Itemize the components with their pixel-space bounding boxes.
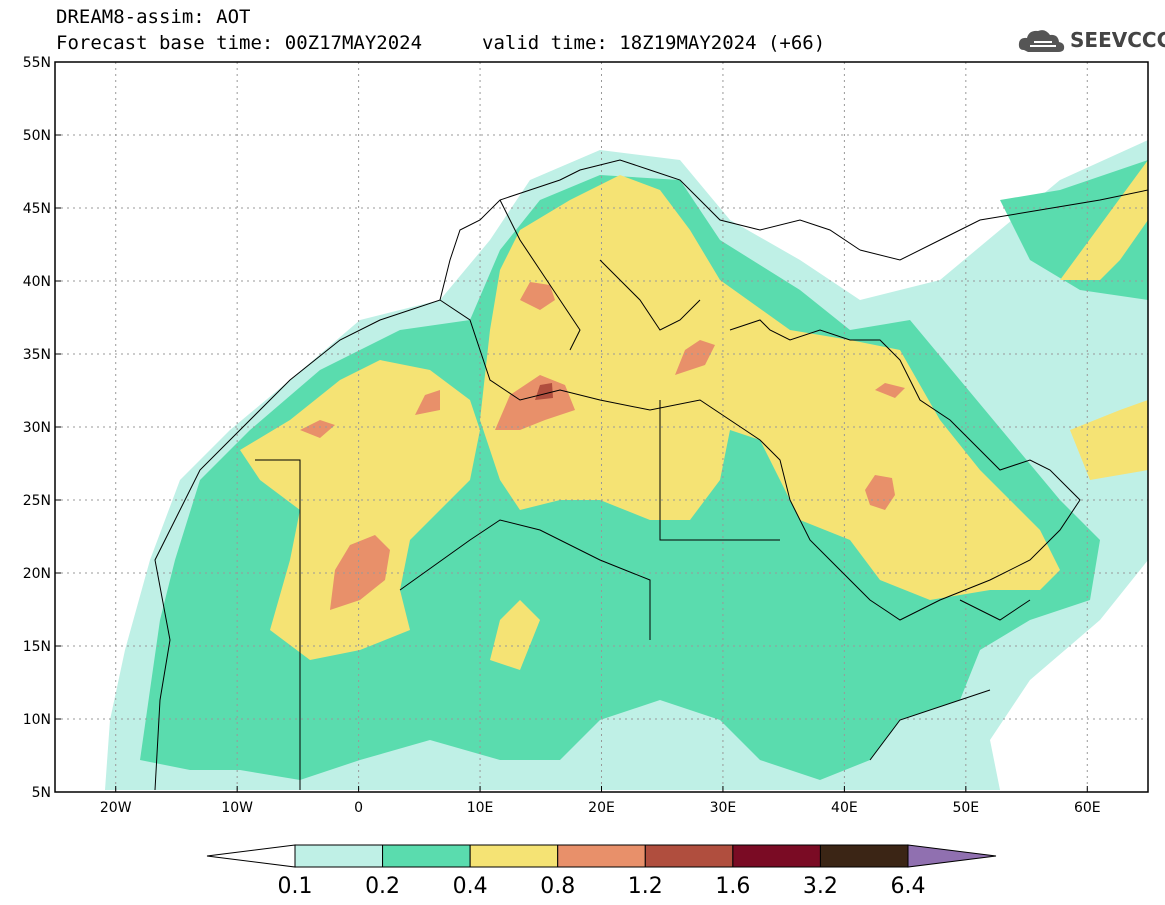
colorbar-label: 6.4 (891, 874, 926, 899)
lat-tick-label: 30N (23, 420, 51, 436)
colorbar: 0.1 0.2 0.4 0.8 1.2 1.6 3.2 6.4 (206, 844, 997, 899)
colorbar-swatch (644, 844, 734, 868)
lon-tick-label: 10W (221, 800, 253, 816)
colorbar-label: 0.1 (278, 874, 313, 899)
cloud-icon (1018, 30, 1065, 52)
lat-tick-label: 5N (32, 785, 51, 801)
lon-tick-label: 0 (354, 800, 363, 816)
lat-tick-label: 50N (23, 128, 51, 144)
aot-field (105, 140, 1148, 790)
lon-tick-label: 40E (831, 800, 858, 816)
colorbar-label: 1.2 (628, 874, 663, 899)
lon-tick-label: 30E (710, 800, 737, 816)
axis-ticks: 20W 10W 0 10E 20E 30E 40E 50E 60E 55N 50N 45N 40N 35N… (23, 55, 1101, 816)
colorbar-swatch (382, 844, 471, 868)
coastlines (154, 159, 1148, 791)
aot-contour-0.4-west (490, 600, 540, 670)
colorbar-swatch (557, 844, 646, 868)
colorbar-label: 1.6 (715, 874, 750, 899)
lat-tick-label: 25N (23, 493, 51, 509)
forecast-base-time: Forecast base time: 00Z17MAY2024 (56, 32, 423, 54)
colorbar-under-triangle (206, 844, 296, 868)
colorbar-label: 0.2 (365, 874, 400, 899)
seevccc-logo: SEEVCCC (1070, 28, 1165, 52)
lon-tick-label: 10E (467, 800, 494, 816)
aot-contour-0.8-italy (520, 282, 555, 310)
colorbar-swatch (294, 844, 384, 868)
colorbar-swatch (469, 844, 559, 868)
colorbar-label: 0.4 (453, 874, 488, 899)
colorbar-swatch (732, 844, 821, 868)
lat-tick-label: 40N (23, 274, 51, 290)
aot-contour-0.8-mauritania (330, 535, 390, 610)
map-title: DREAM8-assim: AOT (56, 6, 251, 28)
colorbar-label: 3.2 (803, 874, 838, 899)
colorbar-over-triangle (907, 844, 997, 868)
lat-tick-label: 35N (23, 347, 51, 363)
aot-contour-0.4-south (1070, 400, 1148, 480)
lon-tick-label: 50E (952, 800, 979, 816)
valid-time: valid time: 18Z19MAY2024 (+66) (482, 32, 826, 54)
aot-contour-0.8-iraq (875, 383, 905, 398)
lat-tick-label: 20N (23, 566, 51, 582)
colorbar-swatch (819, 844, 909, 868)
lon-tick-label: 60E (1074, 800, 1101, 816)
aot-contour-1.2 (535, 383, 553, 400)
aot-contour-0.8-libya (495, 375, 575, 430)
lon-tick-label: 20E (588, 800, 615, 816)
aot-contour-0.8-crete (675, 340, 715, 375)
lat-tick-label: 15N (23, 639, 51, 655)
lat-tick-label: 45N (23, 201, 51, 217)
lat-tick-label: 10N (23, 712, 51, 728)
aot-contour-0.8-saudi (865, 475, 895, 510)
colorbar-label: 0.8 (540, 874, 575, 899)
aot-contour-0.8-morocco (300, 420, 335, 438)
aot-contour-0.4-east (1060, 160, 1148, 280)
lon-tick-label: 20W (100, 800, 132, 816)
lat-tick-label: 55N (23, 55, 51, 71)
aot-contour-0.8-algeria (415, 390, 440, 415)
